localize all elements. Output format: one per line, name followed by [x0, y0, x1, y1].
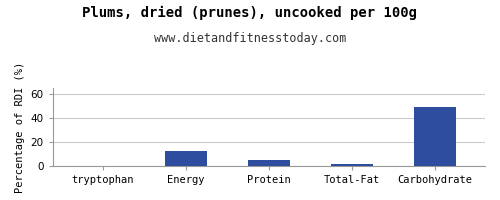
Bar [331, 164, 373, 166]
Bar [414, 107, 456, 166]
Bar [248, 160, 290, 166]
Bar [165, 151, 206, 166]
Text: Plums, dried (prunes), uncooked per 100g: Plums, dried (prunes), uncooked per 100g [82, 6, 417, 20]
Text: www.dietandfitnesstoday.com: www.dietandfitnesstoday.com [154, 32, 346, 45]
Y-axis label: Percentage of RDI (%): Percentage of RDI (%) [15, 61, 25, 193]
